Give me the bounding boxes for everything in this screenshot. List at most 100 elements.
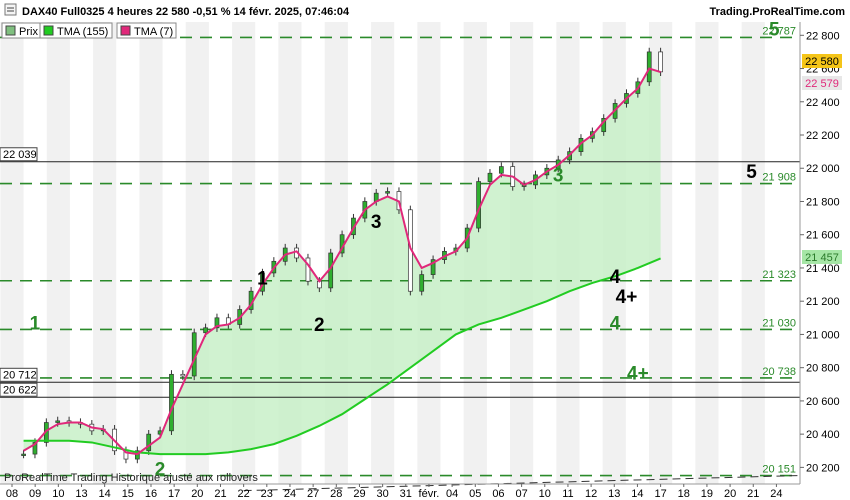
candle-body [180, 373, 186, 377]
x-tick-label: 24 [284, 488, 296, 500]
y-tick-label: 20 400 [806, 429, 840, 441]
y-tick-label: 22 000 [806, 163, 840, 175]
x-tick-label: 18 [678, 488, 690, 500]
legend-label-tma155: TMA (155) [57, 26, 108, 38]
dashed-level-label: 22 787 [762, 25, 796, 37]
candle-body [169, 373, 174, 432]
x-tick-label: 11 [562, 488, 573, 500]
wave-label: 4 [610, 267, 621, 288]
x-tick-label: 14 [99, 488, 111, 500]
wave-label: 2 [314, 315, 325, 336]
candle-body [498, 166, 504, 174]
solid-level-label: 20 622 [3, 384, 37, 396]
x-tick-label: 17 [168, 488, 180, 500]
y-tick-label: 21 800 [806, 196, 840, 208]
solid-level-label: 20 712 [3, 369, 37, 381]
y-tick-label: 21 600 [806, 230, 840, 242]
x-tick-label: 05 [469, 488, 481, 500]
x-tick-label: 04 [446, 488, 458, 500]
candle-body [32, 442, 38, 455]
wave-label: 2 [155, 460, 166, 481]
moving-averages [23, 67, 801, 492]
solid-level-box [0, 367, 38, 382]
x-tick-label: 10 [539, 488, 551, 500]
candle-body [487, 172, 493, 182]
last-price-badge [802, 54, 842, 68]
legend-item-tma7[interactable] [116, 22, 177, 39]
x-tick-label: 21 [747, 488, 759, 500]
y-tick-label: 21 200 [806, 296, 840, 308]
candle-body [430, 259, 436, 275]
legend-label-prix: Prix [19, 26, 38, 38]
last-price-text: 22 580 [805, 56, 839, 68]
legend: Prix TMA (155) TMA (7) [1, 22, 177, 39]
menu-icon-lines [7, 7, 14, 12]
day-stripe [417, 22, 441, 484]
x-tick-label: 07 [515, 488, 527, 500]
legend-swatch-tma155 [43, 25, 54, 36]
x-tick-label: 09 [29, 488, 41, 500]
trend-fill-area [23, 68, 661, 455]
wave-label: 4 [610, 313, 621, 334]
legend-swatch-tma7 [120, 25, 131, 36]
site-name: Trading.ProRealTime.com [709, 6, 845, 18]
legend-swatch-prix [5, 25, 16, 36]
dashed-level-label: 20 151 [762, 464, 796, 476]
x-tick-label: 06 [492, 488, 504, 500]
y-tick-label: 21 400 [806, 263, 840, 275]
wave-label: 3 [371, 212, 382, 233]
day-stripe [0, 22, 24, 484]
footer-note: ProRealTime Trading Historique ajusté au… [4, 472, 258, 484]
x-tick-label: 08 [6, 488, 18, 500]
x-tick-label: 24 [770, 488, 782, 500]
legend-item-tma155[interactable] [39, 22, 113, 39]
x-tick-label: févr. [419, 488, 440, 500]
candle-body [305, 257, 311, 282]
y-tick-label: 22 400 [806, 97, 840, 109]
wave-label: 3 [553, 166, 564, 187]
tma155-line [23, 257, 661, 456]
candle-body [55, 420, 61, 423]
level-lines: 22 787 21 908 21 323 21 030 20 738 20 151 22 0… [0, 25, 800, 477]
candle-body [419, 274, 425, 292]
wave-label: 4+ [616, 287, 638, 308]
x-tick-label: 20 [724, 488, 736, 500]
day-stripe [695, 22, 719, 484]
solid-level-box [0, 382, 38, 397]
y-tick-label: 20 800 [806, 363, 840, 375]
y-tick-label: 22 200 [806, 130, 840, 142]
x-tick-label: 16 [145, 488, 157, 500]
tma7-line [23, 67, 661, 456]
y-tick-label: 21 000 [806, 329, 840, 341]
solid-level-box [0, 147, 38, 162]
wave-label: 1 [257, 269, 268, 290]
dashed-level-label: 21 908 [762, 172, 796, 184]
candle-body [385, 191, 390, 194]
day-stripe [139, 22, 163, 484]
candle-body [214, 317, 220, 329]
wave-label: 4+ [627, 363, 649, 384]
menu-icon[interactable] [4, 3, 17, 16]
wave-label: 1 [30, 313, 41, 334]
x-tick-label: 23 [261, 488, 273, 500]
candle-body [21, 453, 26, 456]
y-tick-label: 20 600 [806, 396, 840, 408]
candle-body [203, 327, 208, 334]
x-tick-label: 31 [400, 488, 412, 500]
x-tick-label: 30 [377, 488, 389, 500]
dashed-level-label: 20 738 [762, 366, 796, 378]
tma155-badge-text: 21 457 [805, 252, 839, 264]
day-stripe [93, 22, 117, 484]
day-stripe [741, 22, 765, 484]
x-tick-label: 13 [75, 488, 87, 500]
x-tick-label: 14 [631, 488, 643, 500]
x-axis-ticks: 08 09 10 13 14 15 16 17 20 21 22 23 24 27 28 29 30 31 févr… [6, 484, 783, 500]
x-tick-label: 10 [52, 488, 64, 500]
y-tick-label: 20 200 [806, 462, 840, 474]
wave-label: 5 [769, 19, 780, 40]
x-tick-label: 22 [238, 488, 250, 500]
header-bar [0, 0, 850, 22]
x-tick-label: 13 [608, 488, 620, 500]
x-tick-label: 27 [307, 488, 319, 500]
